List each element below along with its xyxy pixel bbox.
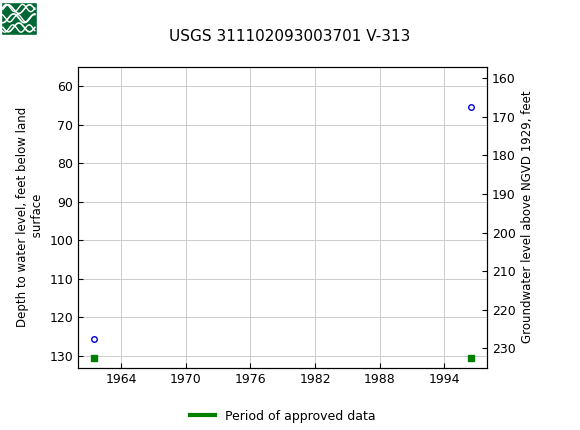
Text: USGS: USGS	[41, 9, 96, 27]
FancyBboxPatch shape	[1, 2, 37, 35]
Text: USGS 311102093003701 V-313: USGS 311102093003701 V-313	[169, 29, 411, 44]
Y-axis label: Groundwater level above NGVD 1929, feet: Groundwater level above NGVD 1929, feet	[521, 91, 535, 344]
Y-axis label: Depth to water level, feet below land
 surface: Depth to water level, feet below land su…	[16, 107, 44, 327]
Legend: Period of approved data: Period of approved data	[185, 405, 380, 427]
